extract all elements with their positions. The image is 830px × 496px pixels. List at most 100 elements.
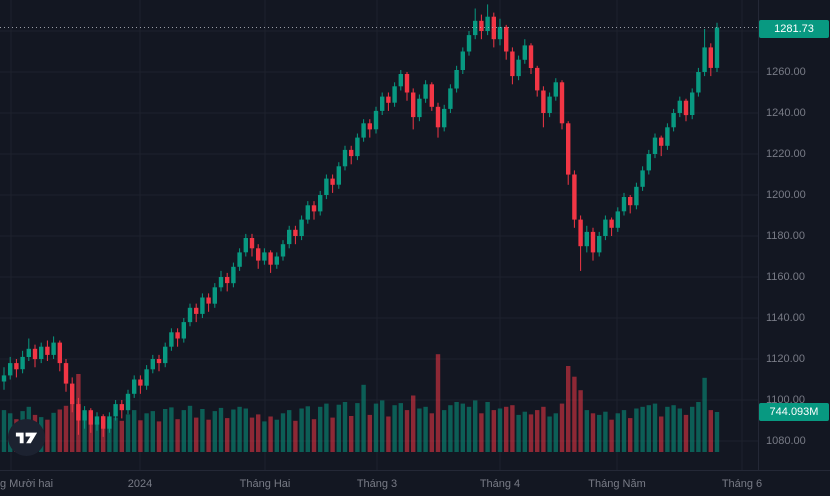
candle-body xyxy=(677,100,682,113)
volume-bar xyxy=(504,406,509,452)
candle-body xyxy=(386,96,391,103)
candle-body xyxy=(417,98,422,118)
candle-body xyxy=(336,166,341,185)
volume-bar xyxy=(392,405,397,452)
volume-bar xyxy=(547,416,552,452)
candle-body xyxy=(553,82,558,97)
volume-bar xyxy=(479,413,484,452)
price-axis-label: 1140.00 xyxy=(766,312,805,324)
candle-body xyxy=(26,348,31,357)
candle-body xyxy=(590,231,596,253)
volume-bar xyxy=(615,413,620,452)
candle-body xyxy=(448,88,453,109)
candle-body xyxy=(683,100,689,116)
candle-body xyxy=(584,231,589,247)
volume-bar xyxy=(553,413,558,452)
candle-body xyxy=(76,404,81,421)
candle-body xyxy=(696,72,701,93)
time-axis-label: Tháng 3 xyxy=(356,478,398,490)
candle-body xyxy=(516,59,521,77)
candle-body xyxy=(559,82,565,124)
volume-bar xyxy=(380,400,385,452)
candle-body xyxy=(349,149,354,157)
candle-body xyxy=(491,16,496,40)
candle-body xyxy=(621,197,627,212)
time-axis[interactable]: g Mười hai 2024 Tháng Hai Tháng 3 Tháng 4 Thá… xyxy=(0,470,830,496)
volume-bar xyxy=(187,405,193,452)
volume-bar xyxy=(225,418,230,452)
time-axis-label: Tháng 4 xyxy=(479,478,521,490)
candle-body xyxy=(665,127,670,146)
last-price-badge: 1281.73 xyxy=(759,20,829,38)
volume-bar xyxy=(293,420,298,452)
candle-body xyxy=(63,363,69,384)
candle-body xyxy=(411,92,416,118)
volume-bar xyxy=(355,403,360,452)
candle-body xyxy=(392,86,397,103)
candle-body xyxy=(194,307,199,314)
volume-bar xyxy=(566,366,571,452)
volume-bar xyxy=(311,419,317,452)
volume-bar xyxy=(132,410,137,452)
time-axis-label: g Mười hai xyxy=(0,478,54,490)
candle-body xyxy=(466,35,472,52)
candle-body xyxy=(324,178,329,195)
candle-body xyxy=(330,178,335,185)
tradingview-logo[interactable] xyxy=(8,419,45,456)
volume-bar xyxy=(63,405,69,452)
volume-bar xyxy=(57,409,62,452)
candle-body xyxy=(497,26,503,40)
time-axis-label: Tháng Năm xyxy=(588,478,646,490)
volume-bar xyxy=(497,408,503,452)
candle-body xyxy=(70,383,75,405)
volume-bar xyxy=(454,402,459,452)
candle-body xyxy=(299,219,304,236)
volume-bar xyxy=(398,403,403,452)
volume-bar xyxy=(113,417,118,452)
volume-bar xyxy=(367,414,372,452)
candle-body xyxy=(8,363,13,376)
candle-body xyxy=(510,51,515,77)
volume-bar xyxy=(417,408,422,452)
candle-body xyxy=(94,416,100,425)
volume-value: 744.093M xyxy=(769,405,819,418)
candle-body xyxy=(572,174,577,220)
candle-body xyxy=(51,342,56,355)
volume-bar xyxy=(466,406,472,452)
price-axis-label: 1180.00 xyxy=(766,230,805,242)
candle-body xyxy=(274,256,279,265)
volume-bar xyxy=(473,400,478,452)
volume-bar xyxy=(590,413,596,452)
candle-body xyxy=(1,375,7,382)
volume-bar xyxy=(194,417,199,452)
candle-body xyxy=(398,74,403,87)
candle-body xyxy=(367,123,372,130)
candle-body xyxy=(429,84,434,107)
candle-body xyxy=(200,297,205,314)
time-axis-label: 2024 xyxy=(127,478,153,490)
price-axis[interactable]: 1260.00 1240.00 1220.00 1200.00 1180.00 1160.… xyxy=(758,0,830,470)
volume-bar xyxy=(1,410,7,452)
candle-body xyxy=(14,363,19,370)
volume-bar xyxy=(584,410,589,452)
volume-bar xyxy=(138,420,143,452)
candle-body xyxy=(163,346,168,364)
volume-bar xyxy=(231,409,236,452)
candle-body xyxy=(714,27,720,68)
candle-body xyxy=(45,346,50,355)
volume-bar xyxy=(287,410,292,452)
volume-bar xyxy=(94,421,100,452)
candle-body xyxy=(256,248,261,261)
volume-bar xyxy=(107,419,112,452)
candle-body xyxy=(652,137,658,154)
candle-body xyxy=(32,348,38,360)
candle-body xyxy=(634,186,639,206)
volume-bar xyxy=(671,405,676,452)
candle-body xyxy=(702,47,707,72)
volume-bar xyxy=(516,414,521,452)
volume-bar xyxy=(634,408,639,452)
candle-body xyxy=(82,410,87,421)
volume-bar xyxy=(621,410,627,452)
candle-body xyxy=(671,113,676,128)
